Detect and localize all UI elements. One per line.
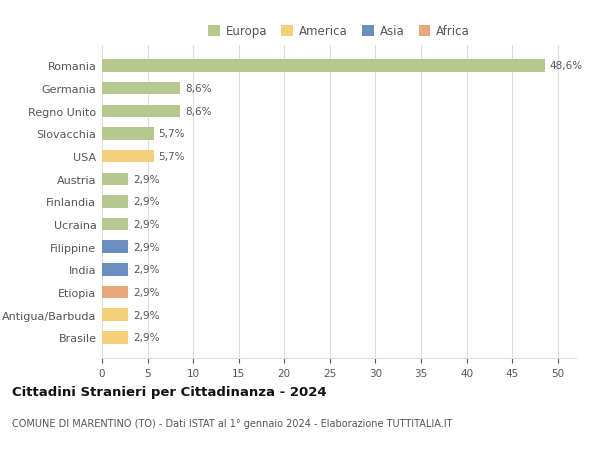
Text: 2,9%: 2,9% — [133, 287, 160, 297]
Bar — [102, 263, 128, 276]
Bar — [102, 331, 128, 344]
Text: 2,9%: 2,9% — [133, 310, 160, 320]
Text: 8,6%: 8,6% — [185, 84, 211, 94]
Text: 2,9%: 2,9% — [133, 242, 160, 252]
Text: 2,9%: 2,9% — [133, 333, 160, 342]
Text: 5,7%: 5,7% — [158, 152, 185, 162]
Bar — [102, 83, 181, 95]
Text: 5,7%: 5,7% — [158, 129, 185, 139]
Text: 2,9%: 2,9% — [133, 174, 160, 185]
Bar — [102, 286, 128, 299]
Bar — [102, 196, 128, 208]
Text: Cittadini Stranieri per Cittadinanza - 2024: Cittadini Stranieri per Cittadinanza - 2… — [12, 386, 326, 398]
Legend: Europa, America, Asia, Africa: Europa, America, Asia, Africa — [203, 21, 475, 43]
Bar — [102, 128, 154, 140]
Text: 2,9%: 2,9% — [133, 197, 160, 207]
Bar — [102, 60, 545, 73]
Text: 2,9%: 2,9% — [133, 265, 160, 275]
Text: COMUNE DI MARENTINO (TO) - Dati ISTAT al 1° gennaio 2024 - Elaborazione TUTTITAL: COMUNE DI MARENTINO (TO) - Dati ISTAT al… — [12, 418, 452, 428]
Bar — [102, 218, 128, 231]
Bar — [102, 173, 128, 185]
Text: 8,6%: 8,6% — [185, 106, 211, 117]
Text: 48,6%: 48,6% — [550, 62, 583, 71]
Bar — [102, 309, 128, 321]
Text: 2,9%: 2,9% — [133, 219, 160, 230]
Bar — [102, 241, 128, 253]
Bar — [102, 151, 154, 163]
Bar — [102, 105, 181, 118]
